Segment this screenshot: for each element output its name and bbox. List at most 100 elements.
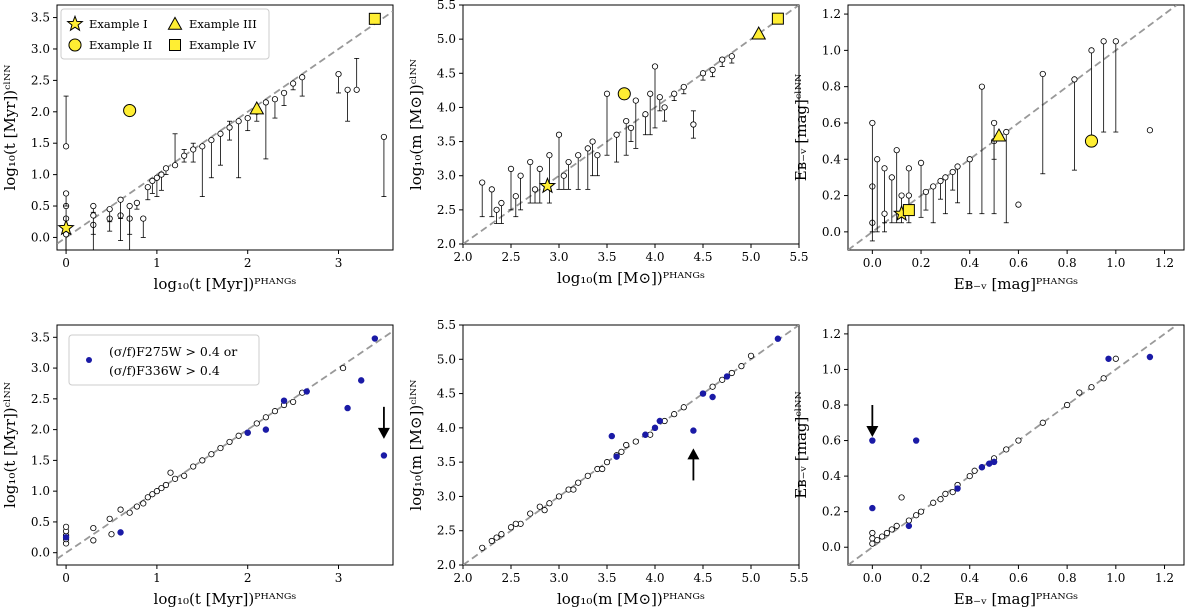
data-point bbox=[167, 469, 174, 476]
y-axis-label: log₁₀(t [Myr])ᶜˡᴺᴺ bbox=[1, 382, 19, 508]
data-point bbox=[153, 174, 160, 181]
x-axis-label: log₁₀(m [M⊙])ᴾᴴᴬᴺᴳˢ bbox=[557, 590, 705, 608]
data-point bbox=[954, 163, 961, 170]
data-point bbox=[144, 494, 151, 501]
data-point bbox=[339, 364, 347, 372]
data-point bbox=[709, 383, 716, 390]
plot-frame bbox=[847, 324, 1185, 566]
x-tick-label: 0.0 bbox=[863, 571, 882, 585]
x-tick-label: 4.0 bbox=[645, 571, 664, 585]
highlighted-point bbox=[869, 504, 876, 512]
highlighted-point bbox=[990, 458, 998, 466]
y-tick-label: 5.0 bbox=[437, 352, 456, 366]
data-point bbox=[690, 121, 697, 128]
data-point bbox=[62, 523, 70, 530]
data-point bbox=[627, 124, 635, 132]
highlighted-point bbox=[62, 534, 70, 541]
panel-p4: 0 1 2 3 0.0 0.5 1.0 1.5 2.0 2.5 3.0 3.5 log₁₀(t [Myr… bbox=[1, 324, 394, 608]
data-point bbox=[1003, 446, 1010, 453]
data-point bbox=[106, 515, 113, 522]
data-point bbox=[498, 199, 505, 207]
annotation-arrow bbox=[866, 405, 879, 437]
data-point bbox=[738, 363, 745, 370]
data-point bbox=[144, 184, 151, 191]
data-point bbox=[217, 130, 224, 137]
highlighted-point bbox=[1105, 355, 1112, 362]
data-layer bbox=[479, 12, 784, 224]
data-point bbox=[162, 481, 170, 489]
one-to-one-line bbox=[57, 10, 393, 245]
y-tick-label: 2.0 bbox=[31, 423, 50, 437]
x-tick-label: 1.2 bbox=[1155, 571, 1174, 585]
y-tick-label: 3.0 bbox=[437, 169, 456, 183]
x-tick-label: 1.0 bbox=[1106, 256, 1125, 270]
data-point bbox=[883, 529, 891, 537]
legend-label: (σ/f)F275W > 0.4 or bbox=[109, 344, 237, 359]
highlighted-point bbox=[344, 404, 351, 412]
y-tick-label: 2.5 bbox=[437, 203, 456, 217]
data-point bbox=[1112, 38, 1119, 45]
data-point bbox=[661, 104, 668, 111]
y-tick-label: 3.0 bbox=[31, 361, 50, 375]
data-point bbox=[117, 196, 124, 203]
y-tick-label: 4.0 bbox=[437, 421, 456, 435]
x-tick-label: 2.5 bbox=[501, 250, 520, 264]
data-point bbox=[517, 172, 524, 179]
y-axis-label: Eʙ₋ᵥ [mag]ᶜˡᴺᴺ bbox=[792, 391, 810, 499]
data-point bbox=[898, 192, 905, 199]
data-point bbox=[719, 56, 726, 63]
data-point bbox=[1071, 76, 1078, 83]
data-point bbox=[1100, 38, 1107, 45]
data-point bbox=[512, 520, 519, 527]
data-point bbox=[190, 146, 197, 153]
x-tick-label: 5.0 bbox=[741, 571, 760, 585]
legend-marker-star bbox=[66, 14, 84, 32]
y-tick-label: 2.0 bbox=[437, 558, 456, 572]
highlighted-point bbox=[642, 431, 649, 438]
data-point bbox=[680, 404, 687, 411]
y-tick-label: 2.5 bbox=[31, 73, 50, 87]
x-tick-label: 5.0 bbox=[741, 250, 760, 264]
y-tick-label: 5.5 bbox=[437, 0, 456, 12]
data-point bbox=[594, 152, 601, 159]
x-tick-label: 0.8 bbox=[1058, 571, 1077, 585]
data-point bbox=[589, 138, 596, 145]
data-point bbox=[1100, 375, 1107, 382]
y-tick-label: 4.5 bbox=[437, 66, 456, 80]
example-marker-star bbox=[57, 218, 75, 236]
x-tick-label: 3.5 bbox=[597, 250, 616, 264]
x-tick-label: 3.5 bbox=[597, 571, 616, 585]
data-point bbox=[149, 177, 156, 184]
x-tick-label: 1 bbox=[153, 256, 161, 270]
y-tick-label: 3.5 bbox=[437, 135, 456, 149]
y-tick-label: 2.5 bbox=[437, 524, 456, 538]
data-point bbox=[149, 491, 156, 498]
example-marker-triangle bbox=[249, 101, 265, 115]
y-tick-label: 1.5 bbox=[31, 136, 50, 150]
data-point bbox=[642, 111, 649, 118]
highlighted-point bbox=[690, 427, 697, 434]
y-axis-label: log₁₀(m [M⊙])ᶜˡᴺᴺ bbox=[407, 59, 425, 190]
y-tick-label: 3.0 bbox=[31, 42, 50, 56]
data-point bbox=[235, 118, 242, 125]
data-layer bbox=[869, 353, 1154, 547]
data-point bbox=[728, 53, 735, 60]
legend-box bbox=[68, 334, 260, 386]
legend-label: (σ/f)F336W > 0.4 bbox=[109, 363, 220, 378]
data-point bbox=[493, 206, 500, 213]
data-point bbox=[158, 171, 165, 178]
data-point bbox=[1039, 70, 1046, 78]
data-point bbox=[937, 496, 944, 503]
data-point bbox=[199, 457, 206, 464]
y-tick-label: 0.8 bbox=[822, 398, 841, 412]
y-tick-label: 0.5 bbox=[31, 199, 50, 213]
data-point bbox=[966, 156, 973, 163]
highlighted-point bbox=[869, 437, 876, 444]
annotation-arrow bbox=[687, 448, 700, 481]
legend-marker-highlight bbox=[86, 357, 92, 363]
data-point bbox=[599, 465, 606, 473]
x-tick-label: 3 bbox=[335, 571, 343, 585]
highlighted-point bbox=[723, 373, 731, 380]
highlighted-point bbox=[905, 522, 913, 530]
data-layer bbox=[869, 38, 1154, 242]
